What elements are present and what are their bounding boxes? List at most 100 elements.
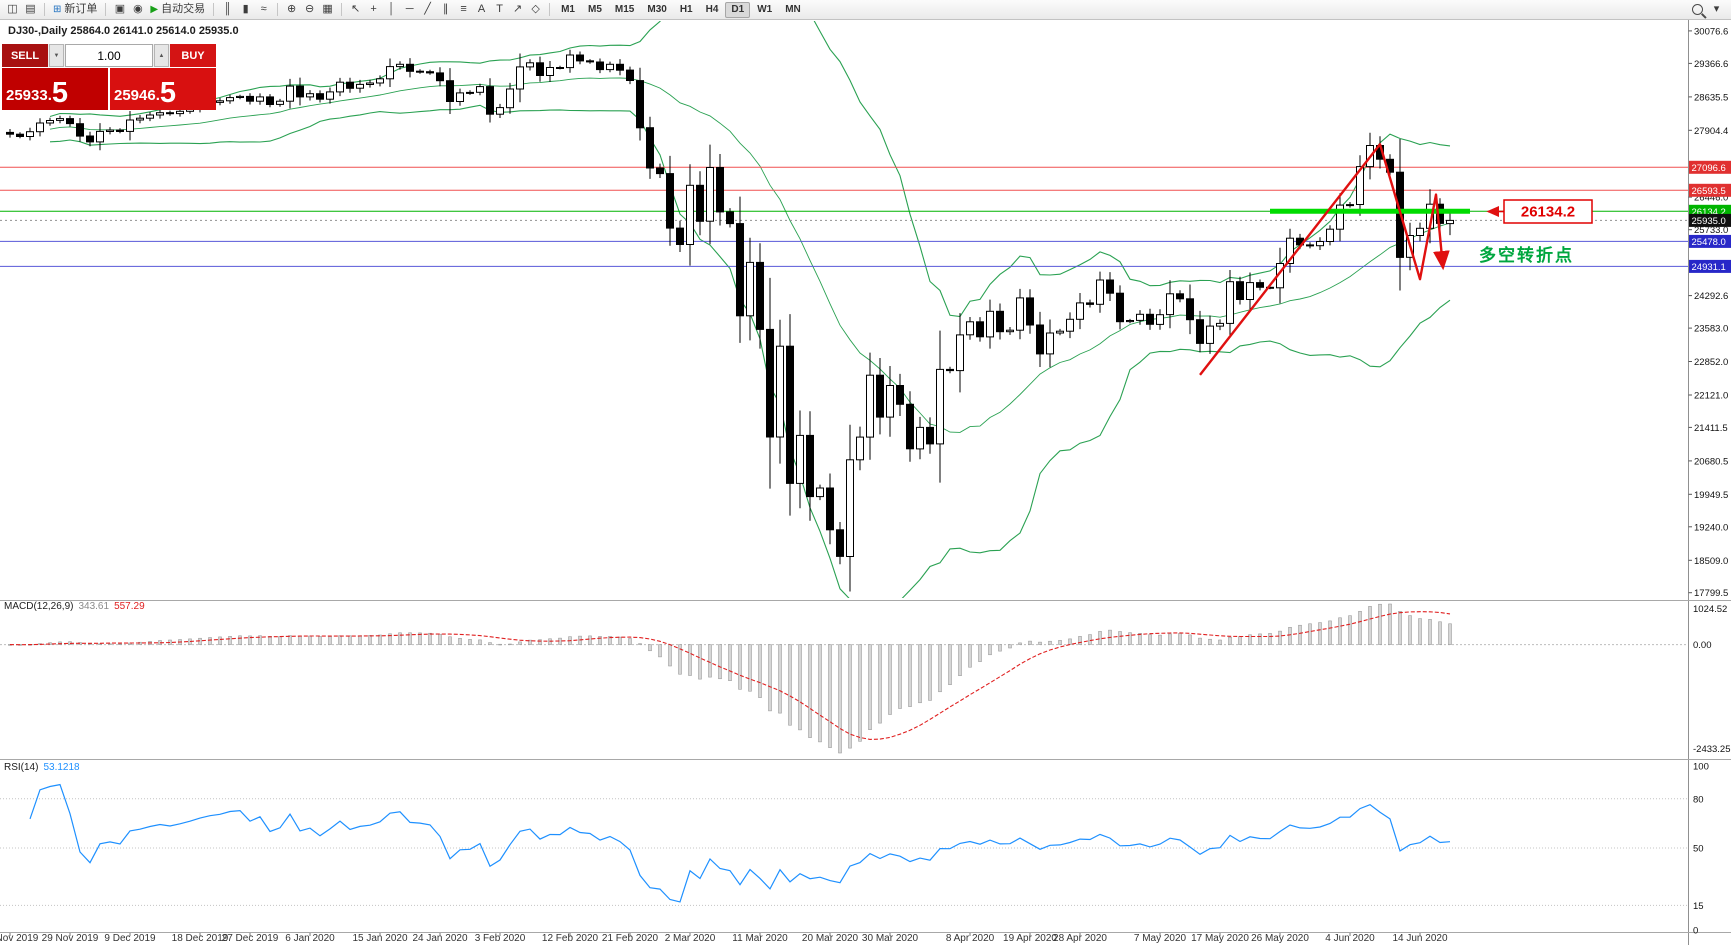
svg-text:20680.5: 20680.5 [1694, 456, 1728, 467]
arrow-tool-button[interactable]: ↗ [509, 1, 526, 18]
svg-text:18509.0: 18509.0 [1694, 556, 1728, 567]
svg-text:7 May 2020: 7 May 2020 [1134, 933, 1187, 944]
svg-text:24292.6: 24292.6 [1694, 291, 1728, 302]
price-callout[interactable]: 26134.2 [1486, 199, 1593, 224]
label-button[interactable]: T [491, 1, 508, 18]
sell-price-big-digit: 5 [51, 77, 69, 110]
svg-text:20 Mar 2020: 20 Mar 2020 [802, 933, 859, 944]
file-icons-group: ◫ ▤ [4, 1, 39, 18]
svg-text:26446.0: 26446.0 [1694, 193, 1728, 204]
toolbar-separator [341, 3, 343, 16]
buy-price-big-digit: 5 [159, 77, 177, 110]
zoom-in-button[interactable]: ⊕ [283, 1, 300, 18]
toolbar-dropdown-icon[interactable]: ▾ [1708, 1, 1725, 18]
svg-text:50: 50 [1693, 844, 1704, 855]
buy-price-display[interactable]: 25946. 5 [110, 68, 216, 110]
timeframes-group: M1 M5 M15 M30 H1 H4 D1 W1 MN [555, 1, 807, 18]
svg-text:100: 100 [1693, 762, 1709, 773]
turning-point-annotation: 多空转折点 [1479, 245, 1574, 265]
trend-zigzag-line[interactable] [1199, 143, 1450, 376]
timeframe-mn-button[interactable]: MN [779, 2, 807, 18]
auto-trading-play-icon: ▶ [150, 3, 159, 15]
profiles-button[interactable]: ▤ [22, 1, 39, 18]
svg-text:0.00: 0.00 [1693, 640, 1712, 651]
channel-button[interactable]: ∥ [437, 1, 454, 18]
zoom-out-button[interactable]: ⊖ [301, 1, 318, 18]
rsi-line [29, 783, 1451, 903]
svg-text:26593.5: 26593.5 [1692, 186, 1726, 197]
volume-decrease-button[interactable]: ▼ [49, 44, 64, 67]
svg-text:11 Mar 2020: 11 Mar 2020 [732, 933, 788, 944]
trade-prices-row: 25933. 5 25946. 5 [2, 68, 216, 110]
svg-text:21 Feb 2020: 21 Feb 2020 [602, 933, 659, 944]
svg-text:14 Jun 2020: 14 Jun 2020 [1392, 933, 1447, 944]
svg-text:18 Dec 2019: 18 Dec 2019 [172, 933, 229, 944]
fibonacci-button[interactable]: ≡ [455, 1, 472, 18]
svg-text:19240.0: 19240.0 [1694, 522, 1728, 533]
macd-histogram [8, 603, 1452, 754]
crosshair-button[interactable]: + [365, 1, 382, 18]
new-order-button[interactable]: ⊞ 新订单 [50, 1, 100, 18]
svg-text:0: 0 [1693, 926, 1698, 937]
cursor-button[interactable]: ↖ [347, 1, 364, 18]
svg-text:29 Nov 2019: 29 Nov 2019 [42, 933, 99, 944]
svg-text:25935.0: 25935.0 [1692, 216, 1726, 227]
svg-text:15: 15 [1693, 901, 1704, 912]
svg-text:12 Feb 2020: 12 Feb 2020 [542, 933, 599, 944]
timeframe-m15-button[interactable]: M15 [609, 2, 640, 18]
line-chart-button[interactable]: ≈ [255, 1, 272, 18]
buy-price-main: 25946. [114, 87, 160, 104]
svg-text:27 Dec 2019: 27 Dec 2019 [222, 933, 279, 944]
shapes-button[interactable]: ◇ [527, 1, 544, 18]
svg-text:29366.6: 29366.6 [1694, 59, 1728, 70]
toolbar-separator [549, 3, 551, 16]
toolbar-right-group: ▾ [1692, 1, 1727, 18]
horizontal-lines [0, 166, 1688, 267]
svg-text:17799.5: 17799.5 [1694, 588, 1728, 599]
auto-trading-button[interactable]: ▶ 自动交易 [147, 1, 208, 18]
timeframe-m5-button[interactable]: M5 [582, 2, 608, 18]
candles [6, 49, 1454, 592]
macd-indicator-label: MACD(12,26,9) 343.61 557.29 [4, 601, 145, 612]
svg-text:21411.5: 21411.5 [1694, 423, 1728, 434]
svg-text:26134.2: 26134.2 [1521, 204, 1575, 221]
bar-chart-button[interactable]: ║ [219, 1, 236, 18]
trendline-button[interactable]: ╱ [419, 1, 436, 18]
chart-title: DJ30-,Daily 25864.0 26141.0 25614.0 2593… [8, 25, 239, 37]
timeframe-m1-button[interactable]: M1 [555, 2, 581, 18]
navigator-button[interactable]: ◉ [129, 1, 146, 18]
tile-windows-button[interactable]: ▦ [319, 1, 336, 18]
svg-text:30076.6: 30076.6 [1694, 26, 1728, 37]
svg-text:3 Feb 2020: 3 Feb 2020 [475, 933, 526, 944]
volume-increase-button[interactable]: ▲ [154, 44, 169, 67]
sell-button[interactable]: SELL [2, 44, 48, 67]
candlestick-chart-button[interactable]: ▮ [237, 1, 254, 18]
new-chart-button[interactable]: ◫ [4, 1, 21, 18]
horizontal-line-button[interactable]: ─ [401, 1, 418, 18]
price-axis[interactable]: 30076.6 29366.6 28635.5 27904.4 26446.0 25733… [1688, 26, 1731, 599]
timeframe-m30-button[interactable]: M30 [641, 2, 672, 18]
text-button[interactable]: A [473, 1, 490, 18]
svg-text:6 Jan 2020: 6 Jan 2020 [285, 933, 335, 944]
timeframe-h4-button[interactable]: H4 [700, 2, 725, 18]
chart-type-icons-group: ║ ▮ ≈ [219, 1, 272, 18]
svg-text:9 Dec 2019: 9 Dec 2019 [104, 933, 156, 944]
buy-button[interactable]: BUY [170, 44, 216, 67]
toolbar-separator [277, 3, 279, 16]
macd-axis[interactable]: 1024.52 0.00 -2433.25 [1693, 604, 1731, 755]
market-watch-button[interactable]: ▣ [111, 1, 128, 18]
sell-price-display[interactable]: 25933. 5 [2, 68, 108, 110]
svg-text:23583.0: 23583.0 [1694, 324, 1728, 335]
vertical-line-button[interactable]: │ [383, 1, 400, 18]
timeframe-d1-button[interactable]: D1 [725, 1, 751, 18]
rsi-axis[interactable]: 100 80 50 15 0 [1693, 762, 1709, 937]
timeframe-h1-button[interactable]: H1 [674, 2, 699, 18]
svg-text:15 Jan 2020: 15 Jan 2020 [352, 933, 407, 944]
svg-text:26 May 2020: 26 May 2020 [1251, 933, 1309, 944]
svg-text:20 Nov 2019: 20 Nov 2019 [0, 933, 39, 944]
symbol-search-icon[interactable] [1692, 4, 1703, 15]
timeframe-w1-button[interactable]: W1 [751, 2, 778, 18]
volume-input[interactable] [65, 44, 153, 67]
